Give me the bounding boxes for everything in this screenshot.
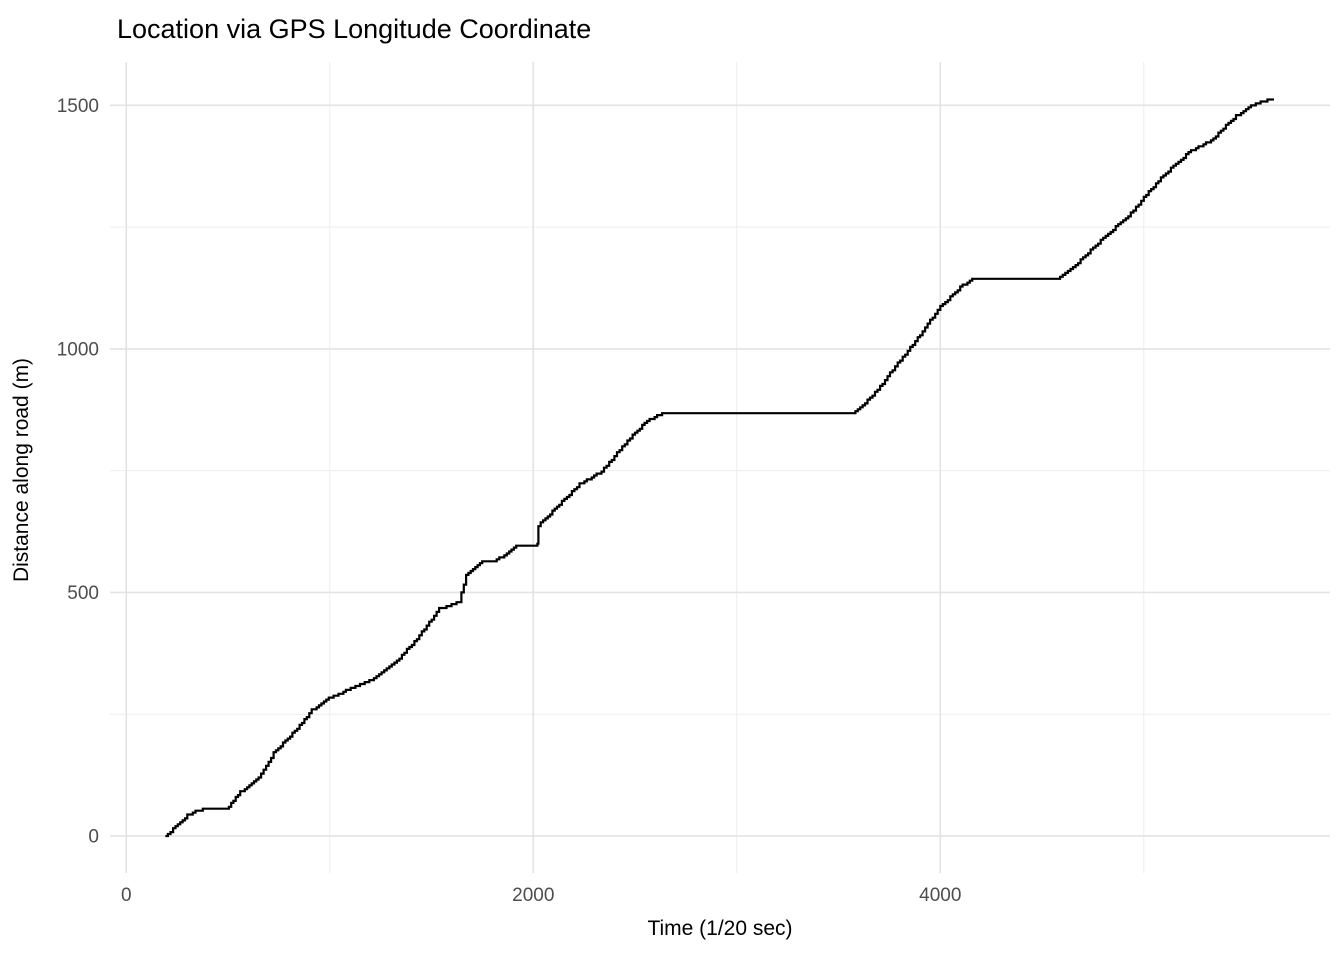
x-tick-label: 2000	[512, 885, 554, 906]
chart-title: Location via GPS Longitude Coordinate	[117, 14, 591, 44]
y-tick-label: 1000	[57, 339, 99, 360]
x-axis-tick-labels: 0 2000 4000	[121, 885, 961, 906]
y-tick-label: 500	[67, 583, 99, 604]
distance-series-line	[165, 98, 1274, 838]
x-tick-label: 0	[121, 885, 132, 906]
y-tick-label: 1500	[57, 96, 99, 117]
y-axis-title: Distance along road (m)	[10, 358, 33, 582]
distance-line-path	[165, 98, 1274, 838]
y-tick-label: 0	[88, 826, 99, 847]
x-tick-label: 4000	[919, 885, 961, 906]
minor-gridlines	[110, 62, 1330, 873]
x-axis-title: Time (1/20 sec)	[647, 917, 792, 940]
y-axis-tick-labels: 0 500 1000 1500	[57, 96, 99, 848]
major-gridlines	[110, 62, 1330, 873]
